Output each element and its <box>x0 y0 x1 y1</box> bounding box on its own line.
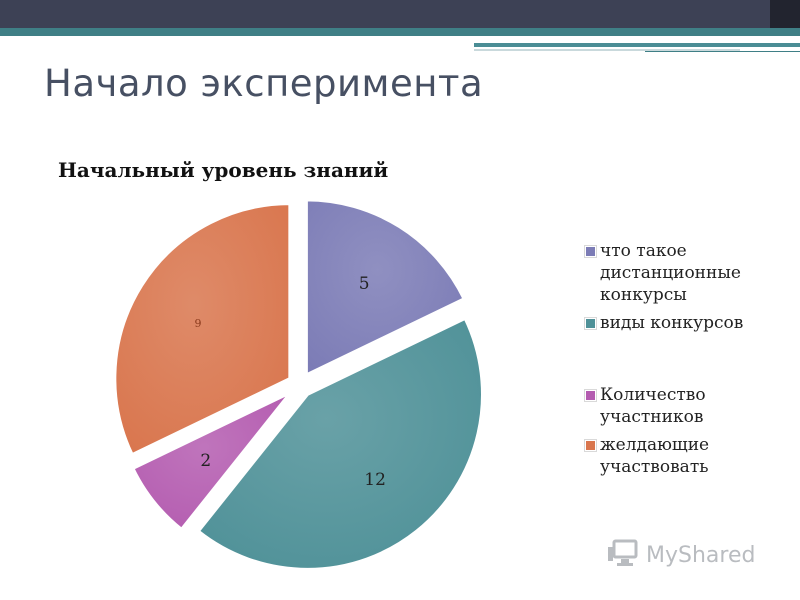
monitor-icon <box>608 539 638 566</box>
legend-swatch <box>585 440 596 451</box>
chart-legend: что такое дистанционные конкурсы виды ко… <box>583 240 793 478</box>
pie-slice <box>304 198 467 378</box>
header-accent-line-thin <box>645 51 800 52</box>
slide-title: Начало эксперимента <box>44 62 484 105</box>
pie-slice <box>113 202 292 457</box>
legend-label: что такое дистанционные конкурсы <box>600 241 741 305</box>
header-bar <box>0 0 800 28</box>
slice-value-label: 5 <box>359 274 370 294</box>
header-accent-stripe <box>0 28 800 36</box>
header-corner <box>770 0 800 28</box>
header-accent-line-light <box>474 49 740 51</box>
slice-value-label: 2 <box>200 451 211 471</box>
legend-item: Количество участников <box>583 384 793 428</box>
logo-text: MyShared <box>646 543 756 568</box>
legend-item: желдающие участвовать <box>583 434 793 478</box>
legend-label: Количество участников <box>600 385 706 427</box>
slice-value-label: 12 <box>364 470 386 490</box>
legend-swatch <box>585 390 596 401</box>
chart-title: Начальный уровень знаний <box>58 158 389 182</box>
legend-label: виды конкурсов <box>600 313 744 333</box>
pie-slice <box>196 316 484 571</box>
legend-label: желдающие участвовать <box>600 435 710 477</box>
legend-item: виды конкурсов <box>583 312 793 334</box>
logo: MyShared <box>606 535 766 575</box>
legend-item: что такое дистанционные конкурсы <box>583 240 793 306</box>
header-accent-line <box>474 43 800 47</box>
slice-value-label: 9 <box>194 317 201 330</box>
legend-swatch <box>585 246 596 257</box>
legend-swatch <box>585 318 596 329</box>
pie-slice <box>130 391 292 532</box>
